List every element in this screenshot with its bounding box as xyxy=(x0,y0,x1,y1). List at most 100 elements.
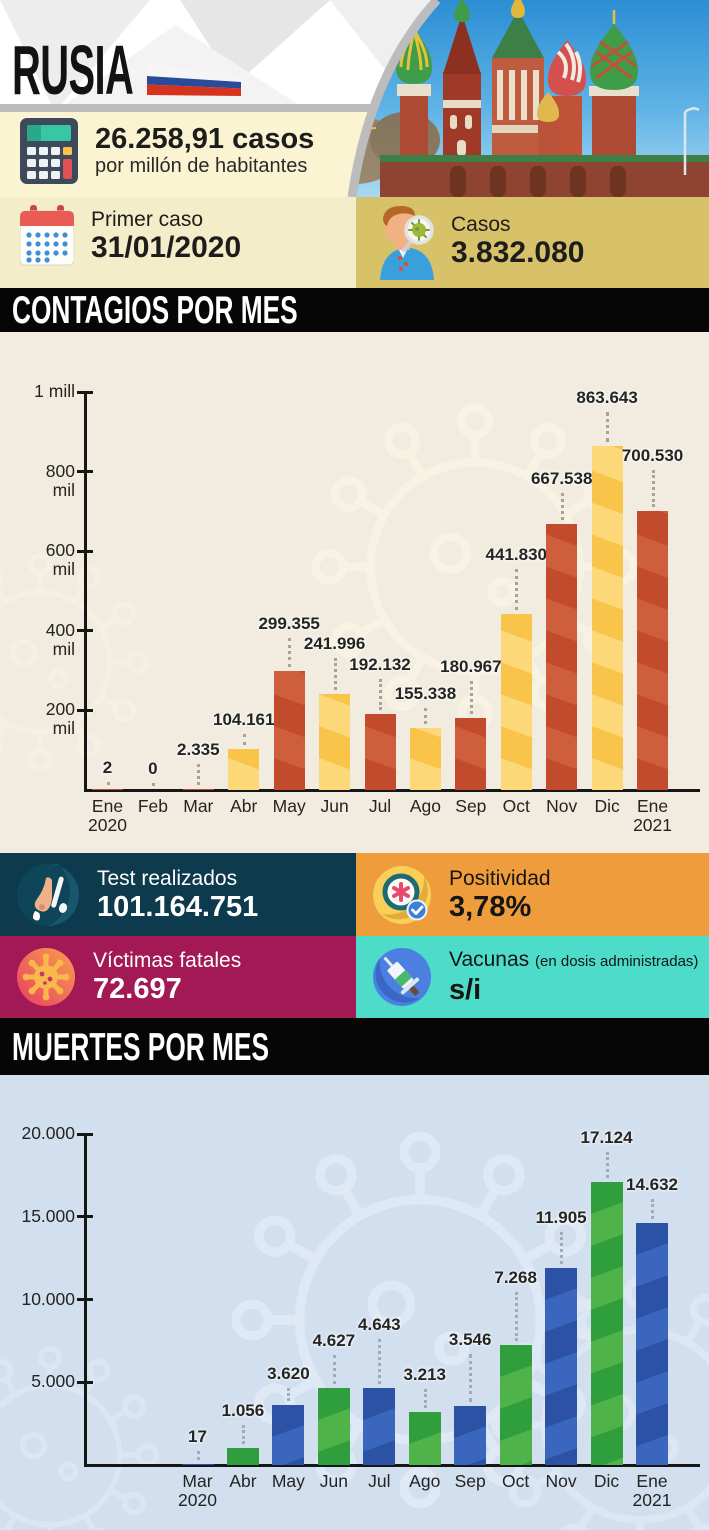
bar xyxy=(500,614,532,790)
stat-label-sub: (en dosis administradas) xyxy=(535,953,699,970)
x-axis-label: Dic xyxy=(594,796,620,816)
x-axis-label: Abr xyxy=(230,796,258,816)
first-case-stat: Primer caso 31/01/2020 xyxy=(20,205,241,267)
russia-flag-icon xyxy=(147,63,241,96)
calendar-icon xyxy=(20,205,74,266)
leader-line xyxy=(423,1388,427,1408)
x-axis-label: Ene 2021 xyxy=(632,1471,672,1510)
bar xyxy=(181,1464,214,1465)
leader-line xyxy=(378,1339,382,1385)
bar-value-label: 192.132 xyxy=(349,654,411,674)
bar-value-label: 11.905 xyxy=(535,1207,587,1227)
stat-test-realizados: Test realizados 101.164.751 xyxy=(0,853,356,936)
bar-value-label: 17.124 xyxy=(580,1127,633,1147)
virus-icon xyxy=(17,948,75,1006)
first-case-label: Primer caso xyxy=(91,208,204,231)
stat-positividad: Positividad 3,78% xyxy=(356,853,709,936)
stat-label: Positividad xyxy=(449,866,551,890)
bar xyxy=(590,1181,623,1465)
bar xyxy=(182,789,214,790)
first-case-value: 31/01/2020 xyxy=(91,231,242,264)
section-banner-contagios: CONTAGIOS POR MES xyxy=(0,287,709,332)
chart-muertes-por-mes: 20.000 15.000 10.000 5.000 17 Mar 2020 1.056 Abr… xyxy=(0,1075,709,1530)
bar-value-label: 104.161 xyxy=(213,709,275,729)
bar xyxy=(92,789,123,790)
x-axis-label: Feb xyxy=(137,796,168,816)
x-axis-label: Jun xyxy=(319,1471,348,1491)
x-axis-label: Ago xyxy=(409,1471,441,1491)
cases-per-million-value: 26.258,91 casos xyxy=(95,123,315,155)
x-axis-label: Oct xyxy=(502,796,530,816)
bar xyxy=(226,1447,259,1465)
bar-value-label: 863.643 xyxy=(576,388,638,408)
x-axis-label: Jul xyxy=(368,796,392,816)
bar-value-label: 2 xyxy=(102,758,113,777)
leader-line xyxy=(651,1198,654,1219)
section-title-contagios: CONTAGIOS POR MES xyxy=(12,287,298,332)
bar xyxy=(272,1405,305,1465)
y-axis-tick xyxy=(77,1380,93,1384)
bar-value-label: 4.643 xyxy=(358,1315,401,1335)
leader-line xyxy=(424,708,428,725)
y-axis-label: 1 mill xyxy=(34,381,75,401)
x-axis-label: Mar 2020 xyxy=(178,1471,217,1510)
bar xyxy=(363,1388,396,1465)
bar xyxy=(228,748,260,790)
leader-line xyxy=(106,782,110,785)
virus-watermark-icon xyxy=(310,402,640,732)
leader-line xyxy=(288,637,292,667)
leader-line xyxy=(606,412,610,443)
bar-value-label: 3.546 xyxy=(448,1330,492,1350)
leader-line xyxy=(651,470,655,508)
bar-value-label: 3.213 xyxy=(403,1364,447,1384)
calculator-icon xyxy=(20,118,78,184)
leader-line xyxy=(605,1151,609,1178)
bar-value-label: 17 xyxy=(188,1427,207,1446)
leader-line xyxy=(469,1354,473,1403)
petri-dish-check-icon xyxy=(373,865,431,924)
bar xyxy=(317,1388,350,1465)
section-banner-muertes: MUERTES POR MES xyxy=(0,1018,709,1075)
leader-line xyxy=(515,569,519,611)
bar xyxy=(637,511,669,790)
x-axis-label: Ene 2020 xyxy=(88,796,127,835)
nose-swab-icon xyxy=(17,863,79,926)
y-axis-label: 15.000 xyxy=(21,1205,75,1226)
bar-value-label: 0 xyxy=(148,759,158,778)
cases-per-million-stat: 26.258,91 casos por millón de habitantes xyxy=(20,118,314,184)
bar-value-label: 14.632 xyxy=(626,1174,678,1194)
stat-value: s/i xyxy=(449,974,482,1006)
y-axis-tick xyxy=(77,470,93,474)
stat-value: 3,78% xyxy=(449,890,532,923)
y-axis-line xyxy=(83,392,87,790)
y-axis-label: 600 mil xyxy=(45,540,75,580)
cathedral-photo xyxy=(347,0,709,197)
bar xyxy=(454,1406,487,1465)
x-axis-label: Dic xyxy=(593,1471,620,1491)
syringe-icon xyxy=(373,948,431,1006)
leader-line xyxy=(469,680,473,714)
bar-value-label: 441.830 xyxy=(485,545,547,565)
y-axis-tick xyxy=(77,1132,93,1136)
y-axis-label: 5.000 xyxy=(31,1371,75,1392)
x-axis-label: May xyxy=(271,1471,305,1491)
x-axis-line xyxy=(83,788,700,792)
leader-line xyxy=(333,657,337,690)
chart-contagios-por-mes: 1 mill 800 mil 600 mil 400 mil 200 mil 2 Ene 2020 0 F… xyxy=(0,332,709,853)
bar-value-label: 241.996 xyxy=(303,633,366,653)
x-axis-label: Ene 2021 xyxy=(633,796,672,835)
total-cases-label: Casos xyxy=(451,213,511,236)
stat-label-main: Vacunas xyxy=(449,948,530,971)
stat-label: Test realizados xyxy=(97,866,238,890)
page-title: RUSIA xyxy=(12,31,134,109)
bar-value-label: 667.538 xyxy=(530,469,593,489)
stat-value: 101.164.751 xyxy=(97,890,259,923)
bar xyxy=(273,670,305,790)
section-title-muertes: MUERTES POR MES xyxy=(12,1023,269,1069)
bar-value-label: 700.530 xyxy=(621,446,684,466)
bar xyxy=(319,693,351,790)
leader-line xyxy=(197,764,201,785)
person-virus-icon xyxy=(380,206,434,280)
y-axis-tick xyxy=(77,390,93,394)
cases-per-million-label: por millón de habitantes xyxy=(95,155,308,177)
